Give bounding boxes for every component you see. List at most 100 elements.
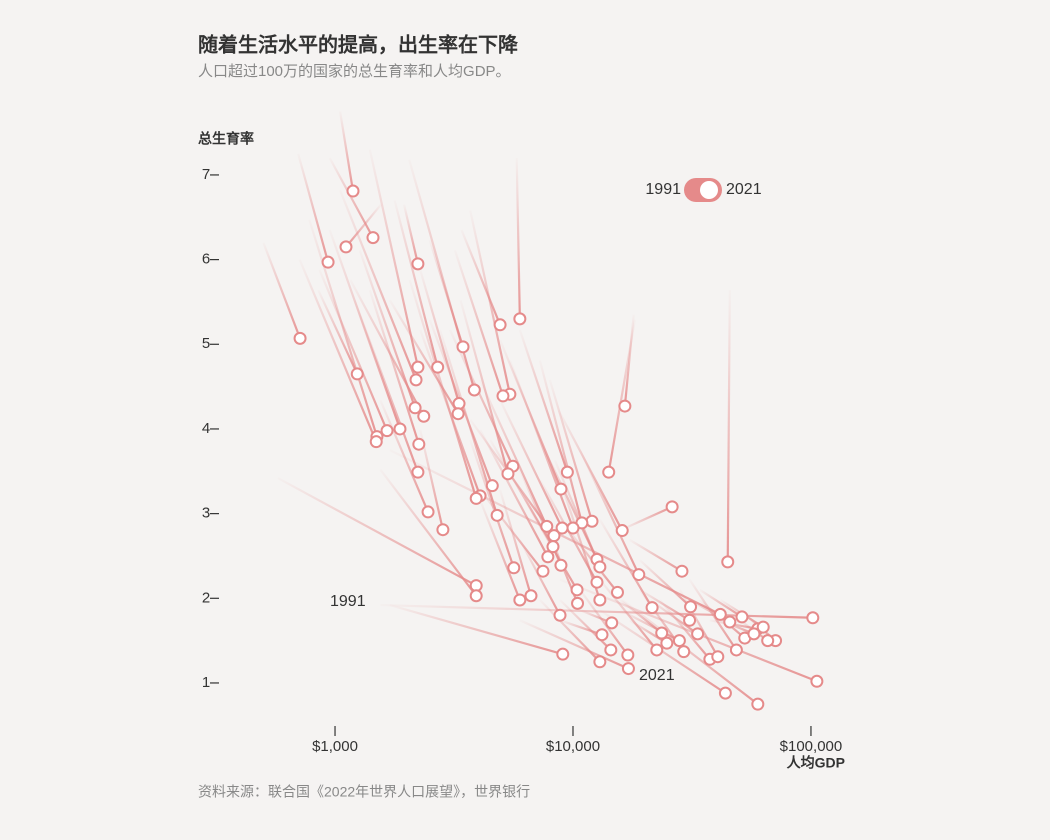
legend: 1991 2021 [645, 178, 762, 202]
trail [277, 477, 477, 587]
trail [553, 459, 601, 568]
chart-title: 随着生活水平的提高，出生率在下降 [198, 32, 519, 56]
y-tick-label: 6 [202, 251, 210, 268]
point-2021 [751, 697, 765, 711]
trail [479, 429, 549, 558]
y-tick-label: 2 [202, 589, 210, 606]
point-2021 [590, 575, 604, 589]
point-2021 [339, 240, 353, 254]
trail [515, 157, 521, 319]
point-2021 [293, 331, 307, 345]
point-2021 [650, 643, 664, 657]
point-2021 [610, 585, 624, 599]
point-2021 [735, 610, 749, 624]
trail [349, 279, 425, 417]
point-2021 [554, 558, 568, 572]
trail [339, 189, 418, 381]
point-2021 [421, 505, 435, 519]
point-2021 [501, 467, 515, 481]
point-2021 [411, 360, 425, 374]
point-2021 [605, 616, 619, 630]
point-2021 [604, 643, 618, 657]
trail [408, 279, 478, 499]
point-2021 [684, 600, 698, 614]
point-2021 [496, 389, 510, 403]
point-2021 [711, 650, 725, 664]
trail [621, 505, 673, 531]
point-2021 [660, 636, 674, 650]
y-tick-label: 7 [202, 166, 210, 183]
trail [548, 379, 594, 522]
legend-label: 1991 [645, 181, 681, 198]
x-tick-label: $10,000 [546, 738, 600, 755]
trail [262, 242, 302, 339]
trail [402, 204, 419, 265]
point-2021 [436, 523, 450, 537]
x-axis-title: 人均GDP [787, 755, 845, 771]
y-tick-label: 5 [202, 335, 210, 352]
trail [629, 538, 683, 573]
point-2021 [593, 560, 607, 574]
toggle-knob[interactable] [700, 181, 718, 199]
point-2021 [602, 465, 616, 479]
trail [559, 599, 612, 651]
point-2021 [621, 648, 635, 662]
trail [579, 589, 629, 656]
trail [345, 203, 382, 248]
point-2021 [718, 686, 732, 700]
trail [389, 604, 564, 656]
trail [479, 499, 521, 601]
trail [338, 111, 355, 192]
point-2021 [747, 627, 761, 641]
trail [308, 219, 378, 437]
point-2021 [507, 561, 521, 575]
point-2021 [570, 583, 584, 597]
trail [619, 599, 663, 634]
point-2021 [456, 340, 470, 354]
point-2021 [729, 643, 743, 657]
trail [328, 157, 374, 239]
trail [460, 229, 502, 326]
point-2021 [469, 589, 483, 603]
points [293, 184, 824, 711]
point-2021 [683, 613, 697, 627]
annotation: 1991 [330, 593, 366, 610]
point-2021 [490, 508, 504, 522]
trail [619, 609, 680, 642]
source: 资料来源：联合国《2022年世界人口展望》，世界银行 [198, 784, 530, 800]
trail [297, 153, 330, 263]
legend-label: 2021 [726, 181, 762, 198]
point-2021 [485, 479, 499, 493]
point-2021 [691, 627, 705, 641]
trail [518, 539, 561, 616]
point-2021 [560, 465, 574, 479]
y-tick-label: 3 [202, 505, 210, 522]
point-2021 [806, 611, 820, 625]
point-2021 [655, 626, 669, 640]
point-2021 [615, 524, 629, 538]
point-2021 [546, 540, 560, 554]
trail [469, 210, 511, 395]
point-2021 [555, 521, 569, 535]
point-2021 [571, 596, 585, 610]
point-2021 [723, 615, 737, 629]
y-tick-label: 1 [202, 674, 210, 691]
point-2021 [556, 647, 570, 661]
annotation: 2021 [639, 667, 675, 684]
point-2021 [677, 645, 691, 659]
chart-subtitle: 人口超过100万的国家的总生育率和人均GDP。 [198, 63, 511, 80]
point-2021 [547, 529, 561, 543]
trail [298, 259, 378, 443]
point-2021 [469, 491, 483, 505]
point-2021 [467, 383, 481, 397]
trail [453, 249, 505, 397]
point-2021 [593, 655, 607, 669]
trail [368, 149, 419, 368]
point-2021 [350, 367, 364, 381]
point-2021 [621, 662, 635, 676]
trail [388, 299, 460, 415]
trail [379, 468, 478, 597]
trail [318, 269, 389, 432]
trail [688, 579, 738, 651]
x-tick-label: $1,000 [312, 738, 358, 755]
